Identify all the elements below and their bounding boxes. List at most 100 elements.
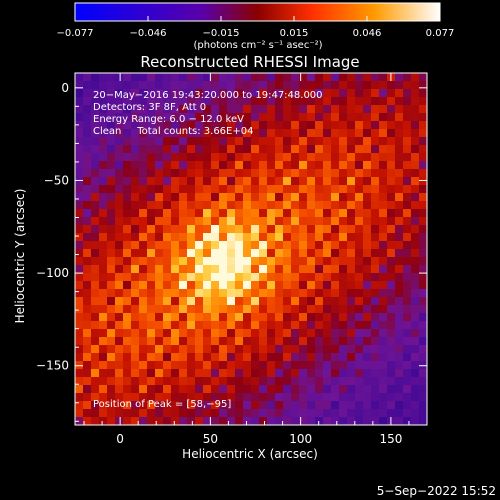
heatmap-cell [387,369,396,378]
heatmap-cell [339,73,348,82]
heatmap-cell [83,321,92,330]
heatmap-cell [355,113,364,122]
heatmap-cell [307,313,316,322]
heatmap-cell [163,409,172,418]
heatmap-cell [155,153,164,162]
heatmap-cell [251,193,260,202]
heatmap-cell [275,401,284,410]
heatmap-cell [291,249,300,258]
heatmap-cell [211,137,220,146]
heatmap-cell [187,385,196,394]
heatmap-cell [299,185,308,194]
heatmap-cell [251,145,260,154]
heatmap-cell [403,193,412,202]
heatmap-cell [395,393,404,402]
heatmap-cell [379,209,388,218]
heatmap-cell [179,225,188,234]
heatmap-cell [155,169,164,178]
heatmap-cell [291,305,300,314]
heatmap-cell [283,201,292,210]
heatmap-cell [395,265,404,274]
heatmap-cell [227,153,236,162]
heatmap-cell [387,281,396,290]
heatmap-cell [99,281,108,290]
heatmap-cell [363,201,372,210]
heatmap-cell [235,217,244,226]
heatmap-cell [411,249,420,258]
heatmap-cell [107,145,116,154]
heatmap-cell [379,401,388,410]
heatmap-cell [339,209,348,218]
heatmap-cell [419,345,428,354]
heatmap-cell [131,73,140,82]
heatmap-cell [99,361,108,370]
heatmap-cell [355,217,364,226]
heatmap-cell [155,137,164,146]
heatmap-cell [187,241,196,250]
heatmap-cell [243,289,252,298]
heatmap-cell [219,81,228,90]
heatmap-cell [163,249,172,258]
heatmap-cell [203,209,212,218]
heatmap-cell [163,97,172,106]
heatmap-cell [371,265,380,274]
heatmap-cell [275,329,284,338]
heatmap-cell [371,209,380,218]
heatmap-cell [403,201,412,210]
heatmap-cell [115,201,124,210]
heatmap-cell [283,121,292,130]
heatmap-cell [403,401,412,410]
heatmap-cell [91,201,100,210]
heatmap-cell [299,129,308,138]
heatmap-cell [355,257,364,266]
heatmap-cell [203,377,212,386]
heatmap-cell [147,281,156,290]
heatmap-cell [315,393,324,402]
heatmap-cell [259,97,268,106]
heatmap-cell [259,417,268,426]
heatmap-cell [155,217,164,226]
heatmap-cell [347,321,356,330]
heatmap-cell [187,225,196,234]
heatmap-cell [91,289,100,298]
heatmap-cell [339,193,348,202]
heatmap-cell [195,145,204,154]
heatmap-cell [275,137,284,146]
heatmap-cell [211,369,220,378]
heatmap-cell [267,369,276,378]
heatmap-cell [211,313,220,322]
heatmap-cell [131,137,140,146]
heatmap-cell [267,337,276,346]
heatmap-cell [395,297,404,306]
heatmap-cell [411,217,420,226]
heatmap-cell [75,113,84,122]
heatmap-cell [179,89,188,98]
heatmap-cell [187,249,196,258]
heatmap-cell [307,273,316,282]
heatmap-cell [195,297,204,306]
heatmap-cell [179,137,188,146]
heatmap-cell [403,81,412,90]
heatmap-cell [219,177,228,186]
heatmap-cell [171,209,180,218]
heatmap-cell [299,97,308,106]
heatmap-cell [275,345,284,354]
heatmap-cell [275,217,284,226]
heatmap-cell [251,329,260,338]
heatmap-cell [299,145,308,154]
heatmap-cell [251,417,260,426]
heatmap-cell [291,313,300,322]
heatmap-cell [339,313,348,322]
heatmap-cell [227,113,236,122]
heatmap-cell [347,193,356,202]
heatmap-cell [371,345,380,354]
heatmap-cell [107,209,116,218]
heatmap-cell [195,209,204,218]
heatmap-cell [107,353,116,362]
heatmap-cell [195,161,204,170]
heatmap-cell [411,417,420,426]
heatmap-cell [107,201,116,210]
plot-date: 5−Sep−2022 15:52 [377,484,496,498]
heatmap-cell [347,281,356,290]
heatmap-cell [107,241,116,250]
